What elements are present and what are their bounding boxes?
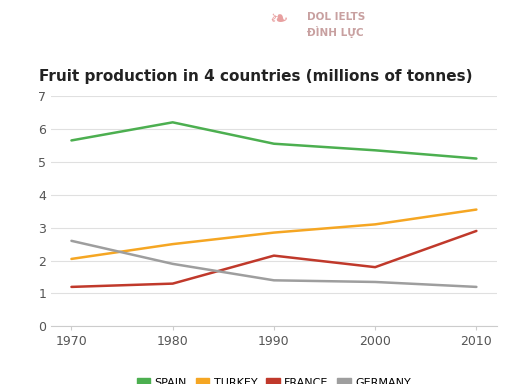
Text: Fruit production in 4 countries (millions of tonnes): Fruit production in 4 countries (million…	[39, 70, 473, 84]
Text: DOL IELTS
ĐÌNH LỰC: DOL IELTS ĐÌNH LỰC	[307, 12, 366, 38]
Text: ❧: ❧	[270, 10, 288, 30]
Legend: SPAIN, TURKEY, FRANCE, GERMANY: SPAIN, TURKEY, FRANCE, GERMANY	[133, 373, 415, 384]
